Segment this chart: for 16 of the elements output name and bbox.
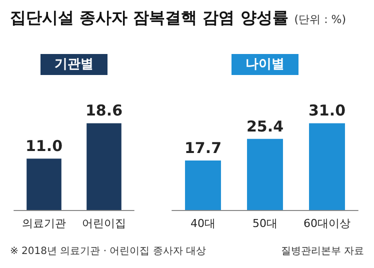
chart-title: 기관별	[54, 57, 94, 72]
text: 집단시설 종사자 잠복결핵 감염 양성률	[10, 8, 288, 29]
data-label: 17.7	[184, 138, 222, 157]
x-tick-label: 40대	[190, 217, 216, 230]
x-tick-label: 의료기관	[22, 217, 66, 230]
data-label: 31.0	[308, 102, 346, 120]
x-tick-label: 60대이상	[304, 217, 350, 230]
x-tick-label: 50대	[252, 217, 278, 230]
text: ※ 2018년 의료기관 · 어린이집 종사자 대상	[10, 245, 206, 258]
x-tick-label: 어린이집	[82, 217, 126, 230]
data-label: 18.6	[85, 102, 123, 120]
data-label: 11.0	[25, 137, 63, 156]
text: 질병관리본부 자료	[280, 245, 364, 258]
text: (단위 : %)	[294, 12, 346, 27]
data-label: 25.4	[246, 117, 284, 136]
chart-title: 나이별	[246, 57, 284, 72]
